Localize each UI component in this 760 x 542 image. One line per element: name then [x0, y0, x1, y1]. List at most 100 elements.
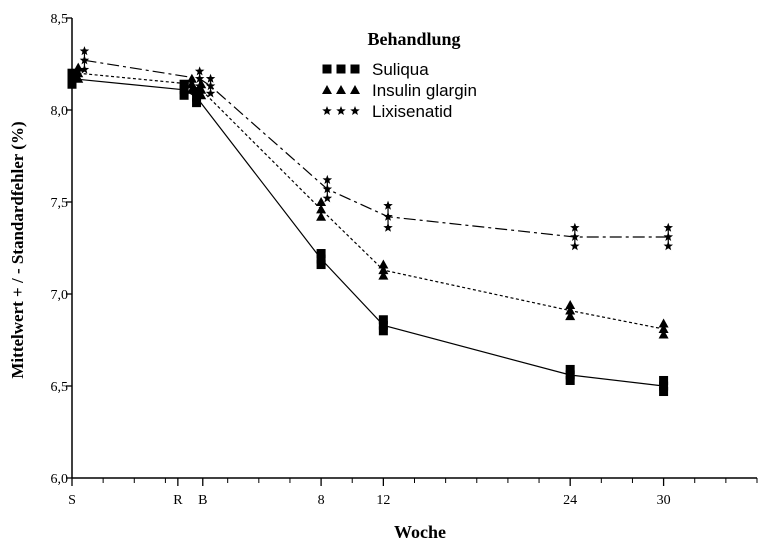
- data-point: [186, 79, 197, 89]
- legend-marker: [322, 85, 332, 94]
- data-point: [565, 370, 575, 380]
- error-cap: [316, 197, 327, 206]
- error-cap: [659, 375, 669, 385]
- data-point: [659, 381, 669, 391]
- y-tick-label: 7,0: [51, 288, 69, 303]
- error-cap: [73, 73, 84, 83]
- data-point: [316, 204, 327, 214]
- legend-label: Insulin glargin: [372, 81, 477, 100]
- data-point: [192, 92, 202, 102]
- data-point: [658, 323, 669, 333]
- error-cap: [663, 241, 674, 251]
- error-cap: [378, 259, 389, 269]
- legend-marker: [322, 64, 332, 74]
- error-cap: [67, 68, 77, 78]
- error-cap: [322, 174, 333, 184]
- error-cap: [194, 66, 205, 76]
- error-cap: [658, 318, 669, 328]
- legend-marker: [336, 85, 346, 94]
- error-cap: [79, 46, 90, 56]
- error-cap: [383, 222, 393, 232]
- legend: Behandlung Suliqua Insulin glargin Lixisena…: [322, 29, 477, 121]
- legend-marker: [350, 106, 360, 116]
- data-point: [67, 74, 77, 84]
- series-lixisenatid: [79, 46, 674, 251]
- error-cap: [663, 222, 674, 232]
- error-cap: [659, 387, 669, 397]
- data-point: [383, 211, 393, 221]
- error-cap: [570, 241, 580, 251]
- y-tick-label: 8,0: [51, 104, 69, 119]
- data-point: [322, 184, 333, 194]
- x-axis: S R B 8 12 24 30: [68, 478, 758, 508]
- error-cap: [67, 79, 77, 89]
- x-tick-label: 8: [318, 493, 325, 508]
- legend-marker: [350, 64, 360, 74]
- series-suliqua: [67, 68, 669, 397]
- error-cap: [192, 87, 202, 97]
- legend-marker: [336, 106, 346, 116]
- data-point: [179, 85, 189, 95]
- series-line: [78, 72, 664, 330]
- error-cap: [79, 64, 90, 74]
- data-point: [663, 231, 674, 242]
- error-cap: [565, 364, 575, 374]
- series-layer: [67, 46, 674, 397]
- x-tick-label: R: [173, 493, 183, 508]
- legend-marker: [322, 106, 332, 116]
- error-cap: [570, 222, 580, 232]
- error-cap: [316, 249, 326, 259]
- y-tick-label: 8,5: [51, 12, 69, 27]
- data-point: [378, 320, 388, 330]
- data-point: [316, 254, 326, 264]
- data-point: [378, 265, 389, 275]
- legend-label: Suliqua: [372, 60, 429, 79]
- y-axis-title: Mittelwert + / - Standardfehler (%): [8, 121, 27, 378]
- legend-item: Insulin glargin: [322, 81, 477, 100]
- error-cap: [186, 84, 197, 94]
- error-cap: [192, 98, 202, 108]
- error-cap: [383, 200, 393, 210]
- error-cap: [316, 260, 326, 270]
- legend-marker: [336, 64, 346, 74]
- legend-title: Behandlung: [367, 29, 460, 49]
- error-cap: [322, 193, 333, 203]
- error-cap: [194, 81, 205, 91]
- error-cap: [316, 211, 327, 221]
- x-tick-label: S: [68, 493, 76, 508]
- y-tick-label: 6,0: [51, 472, 69, 487]
- x-tick-label: 30: [657, 493, 671, 508]
- y-axis: 6,0 6,5 7,0 7,5 8,0 8,5: [51, 12, 72, 487]
- data-point: [205, 81, 216, 91]
- error-cap: [378, 270, 389, 280]
- y-tick-label: 6,5: [51, 380, 69, 395]
- legend-item: Suliqua: [322, 60, 429, 79]
- error-cap: [179, 90, 189, 100]
- legend-item: Lixisenatid: [322, 102, 452, 121]
- data-point: [565, 305, 576, 315]
- error-cap: [565, 375, 575, 385]
- data-point: [79, 55, 90, 65]
- legend-marker: [350, 85, 360, 94]
- error-cap: [186, 73, 197, 83]
- data-point: [570, 231, 580, 242]
- x-tick-label: 12: [376, 493, 390, 508]
- error-cap: [565, 300, 576, 310]
- error-cap: [378, 315, 388, 325]
- y-tick-label: 7,5: [51, 196, 69, 211]
- x-tick-label: B: [198, 493, 207, 508]
- series-insulin-glargin: [73, 62, 669, 339]
- error-cap: [378, 326, 388, 336]
- x-axis-title: Woche: [394, 522, 446, 542]
- error-cap: [565, 311, 576, 321]
- legend-label: Lixisenatid: [372, 102, 452, 121]
- error-cap: [205, 88, 216, 98]
- data-point: [194, 73, 205, 83]
- data-point: [73, 68, 84, 78]
- x-tick-label: 24: [563, 493, 577, 508]
- error-cap: [205, 73, 216, 83]
- error-cap: [179, 79, 189, 89]
- error-cap: [196, 90, 207, 100]
- data-point: [196, 84, 207, 94]
